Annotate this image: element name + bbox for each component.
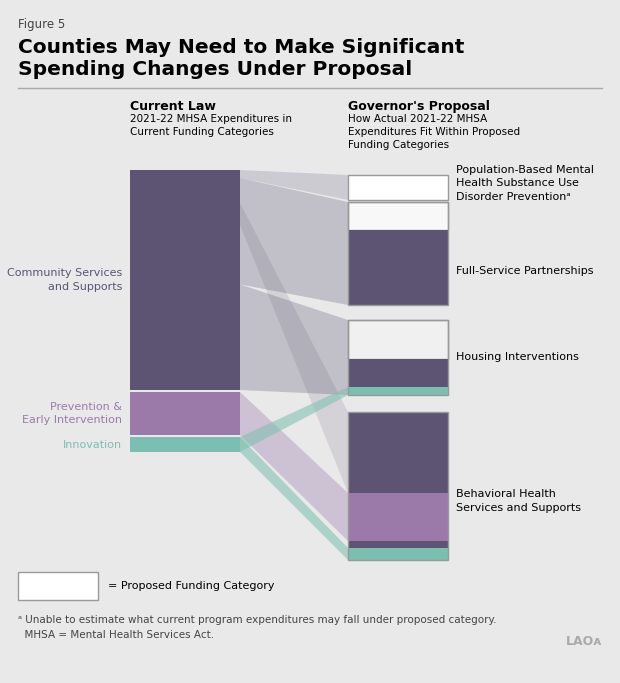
Bar xyxy=(348,493,448,541)
Bar xyxy=(18,572,98,600)
Text: Spending Changes Under Proposal: Spending Changes Under Proposal xyxy=(18,60,412,79)
Bar xyxy=(130,170,240,390)
Text: Prevention &
Early Intervention: Prevention & Early Intervention xyxy=(22,402,122,425)
Text: = Proposed Funding Category: = Proposed Funding Category xyxy=(108,581,275,591)
Polygon shape xyxy=(240,284,348,395)
Text: Full-Service Partnerships: Full-Service Partnerships xyxy=(456,266,593,277)
Text: Behavioral Health
Services and Supports: Behavioral Health Services and Supports xyxy=(456,490,581,513)
Bar xyxy=(348,202,448,305)
Text: Community Services
and Supports: Community Services and Supports xyxy=(7,268,122,292)
Bar xyxy=(348,320,448,359)
Bar xyxy=(130,392,240,435)
Bar xyxy=(130,437,240,452)
Polygon shape xyxy=(240,392,348,541)
Text: Innovation: Innovation xyxy=(63,439,122,449)
Bar xyxy=(348,359,448,387)
Text: Housing Interventions: Housing Interventions xyxy=(456,352,579,363)
Text: Figure 5: Figure 5 xyxy=(18,18,65,31)
Bar xyxy=(348,320,448,395)
Polygon shape xyxy=(240,170,348,200)
Polygon shape xyxy=(240,387,348,452)
Bar xyxy=(348,387,448,395)
Text: Counties May Need to Make Significant: Counties May Need to Make Significant xyxy=(18,38,464,57)
Bar xyxy=(348,175,448,200)
Bar xyxy=(348,548,448,560)
Text: Current Law: Current Law xyxy=(130,100,216,113)
Text: LAOᴀ: LAOᴀ xyxy=(565,635,602,648)
Polygon shape xyxy=(240,178,348,305)
Bar xyxy=(348,230,448,305)
Text: Population-Based Mental
Health Substance Use
Disorder Preventionᵃ: Population-Based Mental Health Substance… xyxy=(456,165,594,201)
Bar xyxy=(348,202,448,230)
Bar xyxy=(348,412,448,493)
Text: ᵃ Unable to estimate what current program expenditures may fall under proposed c: ᵃ Unable to estimate what current progra… xyxy=(18,615,497,625)
Bar xyxy=(348,541,448,548)
Text: How Actual 2021-22 MHSA
Expenditures Fit Within Proposed
Funding Categories: How Actual 2021-22 MHSA Expenditures Fit… xyxy=(348,114,520,150)
Polygon shape xyxy=(240,203,348,493)
Polygon shape xyxy=(240,437,348,560)
Bar xyxy=(348,412,448,560)
Text: 2021-22 MHSA Expenditures in
Current Funding Categories: 2021-22 MHSA Expenditures in Current Fun… xyxy=(130,114,292,137)
Text: Governor's Proposal: Governor's Proposal xyxy=(348,100,490,113)
Text: MHSA = Mental Health Services Act.: MHSA = Mental Health Services Act. xyxy=(18,630,214,640)
